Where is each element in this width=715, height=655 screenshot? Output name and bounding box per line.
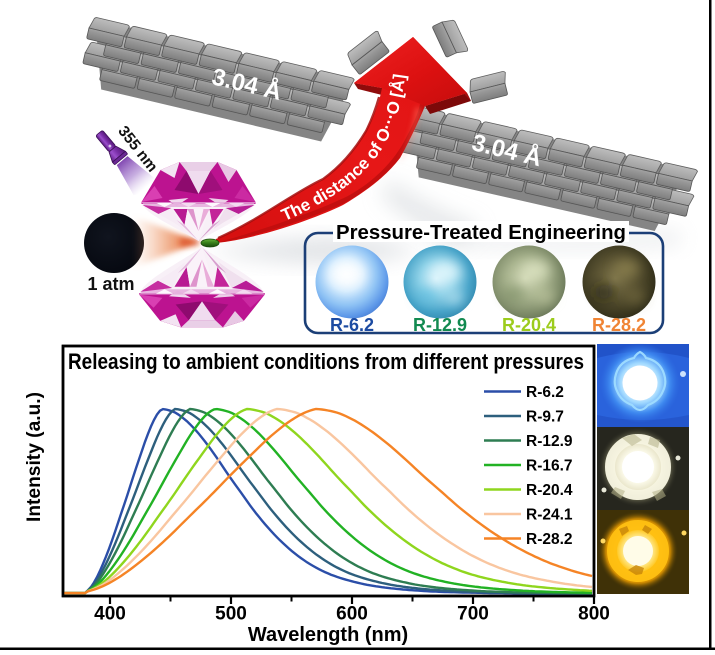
svg-text:R-12.9: R-12.9 (413, 315, 467, 335)
svg-text:500: 500 (215, 604, 247, 625)
svg-text:R-6.2: R-6.2 (330, 315, 374, 335)
svg-text:R-16.7: R-16.7 (526, 458, 573, 475)
svg-text:R-9.7: R-9.7 (526, 409, 564, 426)
svg-text:R-28.2: R-28.2 (526, 531, 573, 548)
svg-text:Releasing to ambient condition: Releasing to ambient conditions from dif… (68, 349, 584, 374)
svg-text:R-24.1: R-24.1 (526, 507, 573, 524)
svg-text:Wavelength (nm): Wavelength (nm) (248, 624, 408, 646)
svg-text:1 atm: 1 atm (87, 274, 134, 294)
svg-text:Pressure-Treated Engineering: Pressure-Treated Engineering (336, 222, 626, 244)
svg-text:R-28.2: R-28.2 (592, 315, 646, 335)
svg-text:600: 600 (336, 604, 368, 625)
svg-text:R-12.9: R-12.9 (526, 433, 573, 450)
svg-text:400: 400 (94, 604, 126, 625)
svg-text:800: 800 (578, 604, 610, 625)
svg-text:R-6.2: R-6.2 (526, 384, 564, 401)
svg-text:700: 700 (457, 604, 489, 625)
svg-text:Intensity (a.u.): Intensity (a.u.) (23, 392, 45, 522)
svg-text:R-20.4: R-20.4 (526, 482, 573, 499)
svg-text:R-20.4: R-20.4 (502, 315, 556, 335)
